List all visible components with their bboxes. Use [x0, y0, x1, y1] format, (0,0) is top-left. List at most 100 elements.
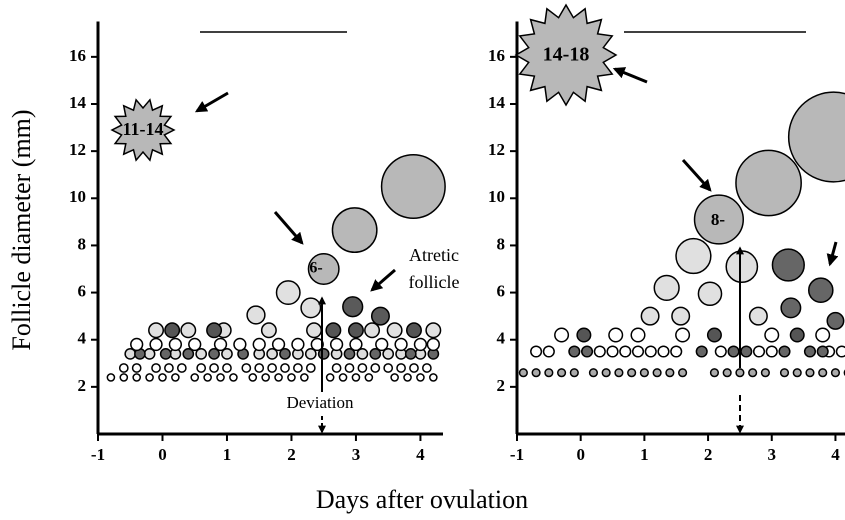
follicle [357, 363, 368, 373]
follicle [735, 368, 745, 378]
follicle [675, 327, 691, 343]
follicle [652, 368, 662, 378]
follicle [300, 297, 322, 319]
follicle [693, 194, 745, 245]
y-tick-label: 16 [488, 46, 505, 65]
y-tick-label: 4 [497, 329, 506, 348]
annotation: 8- [711, 210, 726, 229]
follicle [396, 363, 406, 373]
follicle [557, 368, 567, 378]
follicle [188, 337, 202, 352]
follicle [554, 327, 570, 343]
follicle [752, 345, 766, 358]
arrow [612, 67, 648, 84]
y-tick-label: 10 [69, 187, 86, 206]
y-tick-label: 10 [488, 187, 505, 206]
follicle [639, 368, 649, 378]
follicle [176, 363, 187, 373]
follicle [364, 322, 381, 339]
x-tick-label: 4 [416, 445, 425, 464]
follicle [601, 368, 611, 378]
arrow [370, 268, 396, 292]
follicle [331, 363, 342, 373]
follicle [765, 345, 778, 358]
follicle [653, 274, 680, 301]
follicle [382, 347, 395, 360]
follicle [213, 337, 228, 352]
x-tick-label: 1 [640, 445, 649, 464]
follicle [254, 363, 265, 373]
arrow [273, 211, 304, 245]
follicle [760, 368, 770, 378]
x-tick-label: 4 [831, 445, 840, 464]
x-tick-label: 0 [158, 445, 167, 464]
follicle [168, 337, 183, 352]
follicle [325, 373, 335, 382]
follicle [349, 337, 363, 352]
y-tick-label: 12 [488, 140, 505, 159]
follicle [588, 368, 599, 378]
starburst [110, 98, 176, 162]
annotation: follicle [409, 272, 460, 292]
x-axis-label: Days after ovulation [316, 485, 528, 514]
follicle [351, 373, 361, 382]
follicle [568, 345, 581, 358]
follicle [369, 347, 382, 360]
follicle [805, 368, 815, 378]
follicle [740, 345, 753, 358]
y-tick-label: 14 [69, 93, 87, 112]
follicle [266, 347, 278, 360]
follicle [830, 368, 841, 378]
follicle [416, 373, 425, 382]
follicle [131, 363, 142, 373]
follicle [106, 373, 116, 382]
follicle [344, 363, 355, 373]
follicle [267, 363, 277, 373]
follicle [164, 363, 174, 373]
annotation: 14-18 [543, 44, 590, 66]
arrow [681, 158, 712, 192]
follicle [252, 337, 266, 352]
follicle [593, 345, 606, 358]
follicle [171, 373, 180, 382]
follicle [375, 337, 389, 352]
y-tick-label: 2 [78, 376, 87, 395]
follicle [331, 207, 378, 254]
x-tick-label: 3 [352, 445, 361, 464]
arrow [826, 241, 839, 267]
follicle [329, 337, 344, 352]
x-tick-label: -1 [91, 445, 105, 464]
arrow [194, 91, 229, 113]
y-tick-label: 4 [78, 329, 87, 348]
follicle [748, 368, 758, 378]
follicle [706, 327, 722, 343]
follicle [818, 368, 828, 378]
follicle [671, 306, 691, 326]
follicle [835, 345, 845, 358]
follicle [576, 327, 592, 343]
follicle [665, 368, 675, 378]
x-tick-label: 2 [704, 445, 713, 464]
follicle [145, 373, 154, 382]
follicle [531, 368, 541, 378]
follicle [780, 297, 802, 319]
x-tick-label: -1 [510, 445, 524, 464]
follicle [119, 373, 129, 382]
follicle [816, 345, 829, 358]
follicle [370, 363, 381, 373]
follicle [180, 322, 197, 339]
follicle [735, 149, 802, 217]
follicle [644, 345, 657, 358]
x-tick-label: 0 [576, 445, 585, 464]
follicle [300, 373, 309, 382]
follicle [370, 306, 390, 326]
follicle [380, 153, 446, 220]
y-axis-label: Follicle diameter (mm) [7, 109, 36, 350]
follicle [307, 253, 340, 285]
follicle [304, 347, 317, 360]
follicle [130, 337, 144, 352]
follicle [404, 347, 417, 360]
follicle [241, 363, 252, 373]
follicle [678, 368, 688, 378]
